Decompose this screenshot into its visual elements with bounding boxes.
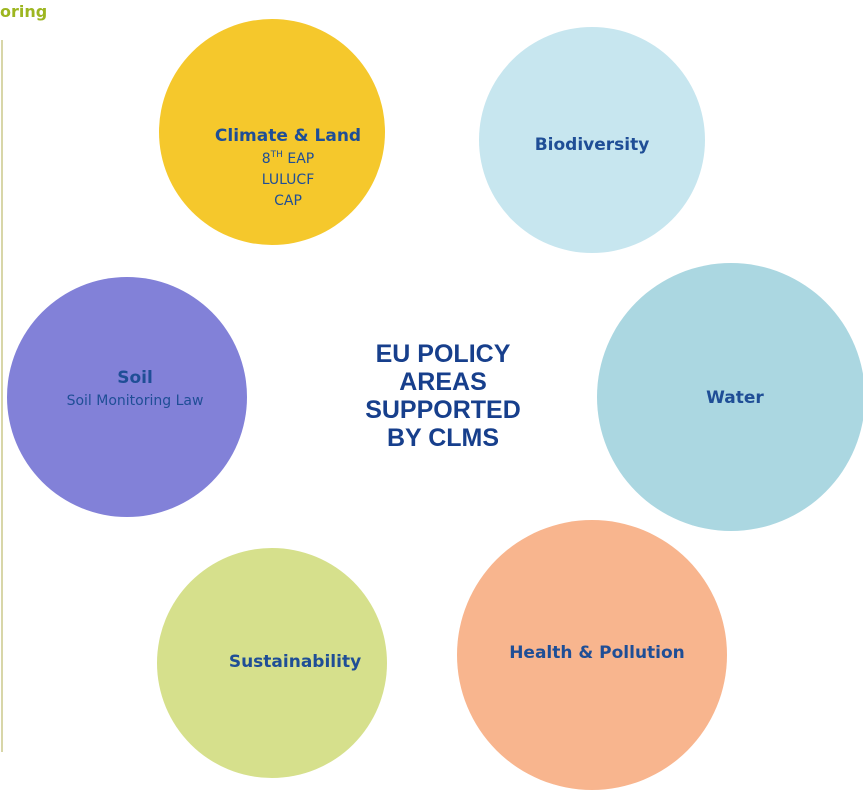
circle-water bbox=[597, 263, 863, 531]
center-line: AREAS bbox=[399, 368, 487, 396]
node-label: Soil bbox=[117, 368, 153, 388]
node-label: Climate & Land bbox=[215, 126, 361, 146]
center-line: EU POLICY bbox=[376, 340, 511, 368]
node-item: 8TH EAP bbox=[262, 150, 315, 167]
item-rest: EAP bbox=[283, 151, 314, 167]
node-label: Biodiversity bbox=[535, 135, 650, 155]
circle-climate bbox=[159, 19, 385, 245]
node-item: Soil Monitoring Law bbox=[67, 393, 204, 409]
circle-biodiversity bbox=[479, 27, 705, 253]
partial-title: oring bbox=[0, 2, 47, 21]
circle-sustainability bbox=[157, 548, 387, 778]
node-label: Water bbox=[706, 388, 764, 408]
circle-health bbox=[457, 520, 727, 790]
center-line: BY CLMS bbox=[387, 424, 499, 452]
node-label: Sustainability bbox=[229, 652, 361, 672]
item-sup: TH bbox=[270, 150, 283, 160]
center-line: SUPPORTED bbox=[365, 396, 521, 424]
circle-soil bbox=[7, 277, 247, 517]
node-item: LULUCF bbox=[262, 172, 315, 188]
node-item: CAP bbox=[274, 193, 302, 209]
item-base: 8 bbox=[262, 151, 271, 167]
node-label: Health & Pollution bbox=[509, 643, 685, 663]
